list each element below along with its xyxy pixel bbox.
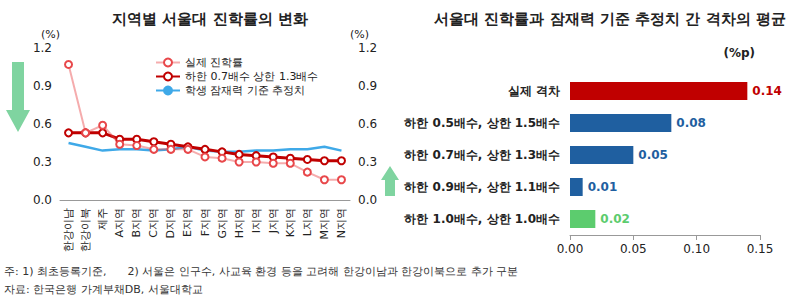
svg-text:0.05: 0.05 <box>620 242 647 256</box>
svg-text:0.0: 0.0 <box>358 193 377 207</box>
svg-text:G지역: G지역 <box>216 208 229 239</box>
svg-text:L지역: L지역 <box>301 208 314 236</box>
svg-text:0.14: 0.14 <box>752 84 782 98</box>
svg-text:실제 격차: 실제 격차 <box>508 84 560 98</box>
svg-text:제주: 제주 <box>96 208 109 230</box>
svg-text:0.08: 0.08 <box>676 116 706 130</box>
svg-text:주: 1) 최초등록기준, 2) 서울은 인구수,: 주: 1) 최초등록기준, 2) 서울은 인구수, 사교육 환경 등을 고려해 … <box>4 265 518 278</box>
svg-text:N지역: N지역 <box>335 208 348 238</box>
svg-text:(%p): (%p) <box>723 46 755 60</box>
svg-text:0.01: 0.01 <box>588 180 618 194</box>
svg-text:서울대 진학률과 잠재력 기준 추정치 간 격차의 평균: 서울대 진학률과 잠재력 기준 추정치 간 격차의 평균 <box>434 10 786 28</box>
svg-text:H지역: H지역 <box>233 208 246 238</box>
svg-text:실제 진학률: 실제 진학률 <box>185 56 244 69</box>
svg-text:한강이남: 한강이남 <box>62 208 75 252</box>
svg-text:0.0: 0.0 <box>33 193 52 207</box>
svg-text:E지역: E지역 <box>181 208 194 237</box>
svg-text:M지역: M지역 <box>318 208 331 240</box>
svg-text:하한 0.9배수, 상한 1.1배수: 하한 0.9배수, 상한 1.1배수 <box>404 180 560 194</box>
svg-text:J지역: J지역 <box>267 208 280 234</box>
svg-text:(%): (%) <box>41 28 60 41</box>
svg-text:0.05: 0.05 <box>638 148 668 162</box>
svg-text:하한 1.0배수, 상한 1.0배수: 하한 1.0배수, 상한 1.0배수 <box>404 212 560 226</box>
svg-text:1.2: 1.2 <box>33 41 52 55</box>
svg-text:한강이북: 한강이북 <box>79 208 92 252</box>
svg-text:0.10: 0.10 <box>683 242 710 256</box>
svg-text:A지역: A지역 <box>113 208 126 238</box>
svg-text:0.3: 0.3 <box>33 155 52 169</box>
svg-text:0.3: 0.3 <box>358 155 377 169</box>
svg-text:D지역: D지역 <box>164 208 177 238</box>
svg-text:F지역: F지역 <box>199 208 212 236</box>
svg-text:(%): (%) <box>350 28 369 41</box>
svg-text:0.9: 0.9 <box>33 79 52 93</box>
svg-text:1.2: 1.2 <box>358 41 377 55</box>
svg-text:하한 0.5배수, 상한 1.5배수: 하한 0.5배수, 상한 1.5배수 <box>404 116 560 130</box>
svg-text:K지역: K지역 <box>284 208 297 237</box>
svg-text:0.02: 0.02 <box>600 212 630 226</box>
svg-text:I지역: I지역 <box>250 208 263 233</box>
svg-text:0.6: 0.6 <box>33 117 52 131</box>
svg-text:C지역: C지역 <box>147 208 160 238</box>
svg-text:B지역: B지역 <box>130 208 143 238</box>
svg-text:0.6: 0.6 <box>358 117 377 131</box>
svg-text:0.00: 0.00 <box>557 242 584 256</box>
svg-text:0.15: 0.15 <box>747 242 774 256</box>
svg-text:0.9: 0.9 <box>358 79 377 93</box>
svg-text:지역별 서울대 진학률의 변화: 지역별 서울대 진학률의 변화 <box>112 10 308 28</box>
svg-text:자료: 한국은행 가계부채DB, 서울대학교: 자료: 한국은행 가계부채DB, 서울대학교 <box>4 283 203 296</box>
svg-text:학생 잠재력 기준 추정치: 학생 잠재력 기준 추정치 <box>185 84 306 97</box>
svg-text:하한 0.7배수 상한 1.3배수: 하한 0.7배수 상한 1.3배수 <box>185 70 318 83</box>
svg-text:하한 0.7배수, 상한 1.3배수: 하한 0.7배수, 상한 1.3배수 <box>404 148 560 162</box>
